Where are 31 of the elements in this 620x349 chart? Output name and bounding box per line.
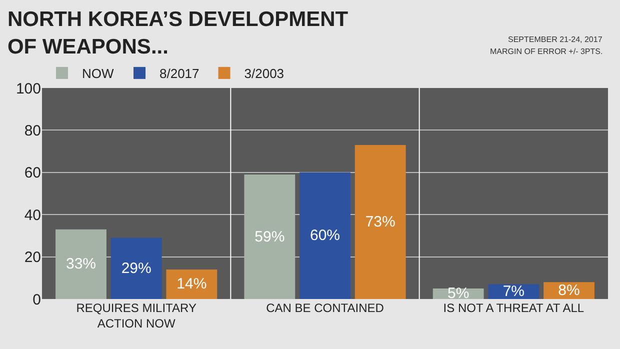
text: SEPTEMBER 21-24, 2017 xyxy=(508,35,603,44)
x-tick-label: REQUIRES MILITARY ACTION NOW xyxy=(76,301,196,331)
data-label: 14% xyxy=(176,276,207,293)
data-label: 73% xyxy=(365,213,396,230)
legend-label: 8/2017 xyxy=(160,66,200,82)
y-tick-label: 0 xyxy=(32,291,41,308)
data-label: 33% xyxy=(66,256,96,273)
bar xyxy=(300,172,350,299)
x-tick-label: IS NOT A THREAT AT ALL xyxy=(443,301,584,315)
chart-title: NORTH KOREA’S DEVELOPMENT OF WEAPONS... xyxy=(7,8,348,58)
x-tick-label: CAN BE CONTAINED xyxy=(266,301,384,315)
legend-label: 3/2003 xyxy=(244,66,284,82)
y-tick-label: 80 xyxy=(24,122,41,140)
data-label: 8% xyxy=(558,282,580,300)
data-label: 29% xyxy=(121,260,152,277)
bar xyxy=(166,269,218,299)
y-tick-label: 100 xyxy=(16,80,41,98)
bar xyxy=(354,144,406,299)
bar xyxy=(244,174,296,299)
data-label: 60% xyxy=(310,227,340,244)
legend-label: NOW xyxy=(82,66,114,82)
data-label: 59% xyxy=(254,228,285,246)
text: MARGIN OF ERROR +/- 3PTS. xyxy=(490,47,603,56)
y-tick-label: 60 xyxy=(24,164,41,182)
bar xyxy=(488,284,540,299)
data-label: 7% xyxy=(502,283,525,300)
bar xyxy=(110,238,162,299)
y-tick-label: 20 xyxy=(24,249,41,266)
data-label: 5% xyxy=(447,285,470,302)
bar xyxy=(56,229,106,299)
y-tick-label: 40 xyxy=(24,206,41,224)
